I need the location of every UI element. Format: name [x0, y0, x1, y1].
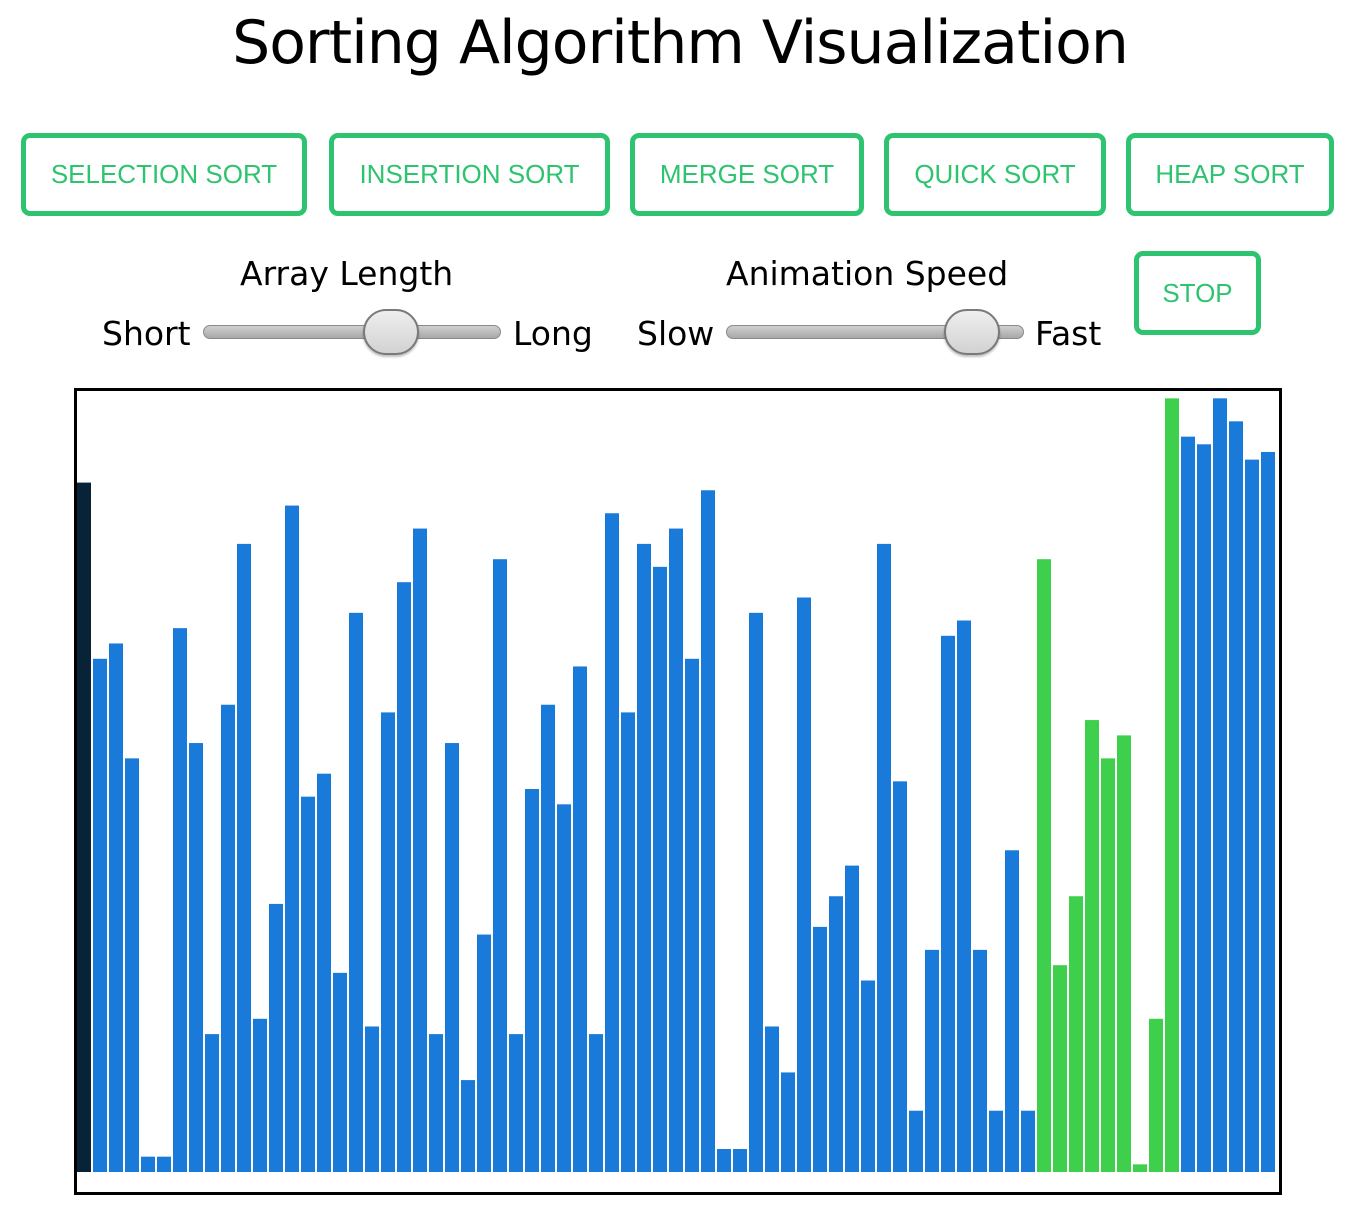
array-bar	[173, 628, 187, 1172]
page-title: Sorting Algorithm Visualization	[232, 8, 1129, 78]
array-bar	[109, 643, 123, 1172]
array-bar	[621, 712, 635, 1172]
array-length-max-label: Long	[513, 314, 593, 353]
animation-speed-slider-thumb[interactable]	[943, 309, 1000, 355]
array-bar	[93, 658, 107, 1172]
array-bar	[1133, 1164, 1147, 1172]
array-length-title: Array Length	[240, 254, 454, 293]
array-bar	[573, 666, 587, 1172]
array-bar	[1261, 451, 1275, 1173]
array-bar	[1213, 398, 1227, 1173]
array-bar	[445, 743, 459, 1172]
array-bar	[1229, 421, 1243, 1172]
array-bar	[141, 1156, 155, 1172]
array-bar	[525, 789, 539, 1172]
array-bar	[717, 1149, 731, 1172]
array-bar	[1005, 850, 1019, 1172]
array-bar	[253, 1018, 267, 1172]
array-bar	[1245, 459, 1259, 1172]
visualization-canvas	[74, 388, 1282, 1195]
array-bar	[1037, 559, 1051, 1172]
array-bar	[1021, 1110, 1035, 1172]
array-bar	[797, 597, 811, 1172]
array-bar	[765, 1026, 779, 1172]
animation-speed-max-label: Fast	[1035, 314, 1102, 353]
heap-sort-button[interactable]: HEAP SORT	[1126, 133, 1334, 216]
array-bar	[605, 513, 619, 1172]
array-bar	[189, 743, 203, 1172]
array-bar	[813, 926, 827, 1172]
insertion-sort-button[interactable]: INSERTION SORT	[329, 133, 610, 216]
bars-chart	[77, 398, 1275, 1173]
array-bar	[1165, 398, 1179, 1173]
array-bar	[669, 528, 683, 1172]
array-length-slider-thumb[interactable]	[362, 309, 419, 355]
quick-sort-button[interactable]: QUICK SORT	[884, 133, 1106, 216]
array-bar	[301, 796, 315, 1172]
array-bar	[909, 1110, 923, 1172]
array-bar	[1069, 896, 1083, 1172]
array-bar	[493, 559, 507, 1172]
array-bar	[269, 903, 283, 1172]
array-bar	[509, 1034, 523, 1172]
array-bar	[637, 543, 651, 1172]
selection-sort-button[interactable]: SELECTION SORT	[21, 133, 307, 216]
array-bar	[829, 896, 843, 1172]
array-bar	[877, 543, 891, 1172]
array-bar	[333, 972, 347, 1172]
array-bar	[1101, 758, 1115, 1172]
array-bar	[781, 1072, 795, 1172]
array-bar	[1117, 735, 1131, 1172]
array-bar	[397, 582, 411, 1172]
array-length-min-label: Short	[102, 314, 191, 353]
array-bar	[861, 980, 875, 1172]
array-bar	[541, 704, 555, 1172]
array-bar	[1053, 965, 1067, 1172]
array-bar	[429, 1034, 443, 1172]
array-bar	[285, 505, 299, 1172]
array-bar	[557, 804, 571, 1172]
array-bar	[589, 1034, 603, 1172]
array-bar	[941, 635, 955, 1172]
array-bar	[205, 1034, 219, 1172]
array-bar	[1181, 436, 1195, 1172]
array-bar	[349, 612, 363, 1172]
array-bar	[989, 1110, 1003, 1172]
array-bar	[685, 658, 699, 1172]
array-bar	[733, 1149, 747, 1172]
array-bar	[1149, 1018, 1163, 1172]
array-bar	[653, 566, 667, 1172]
array-bar	[157, 1156, 171, 1172]
array-bar	[317, 773, 331, 1172]
array-bar	[893, 781, 907, 1172]
array-bar	[221, 704, 235, 1172]
animation-speed-title: Animation Speed	[726, 254, 1009, 293]
array-bar	[381, 712, 395, 1172]
array-bar	[845, 865, 859, 1172]
array-bar	[701, 490, 715, 1172]
array-bar	[749, 612, 763, 1172]
array-bar	[1197, 444, 1211, 1172]
animation-speed-min-label: Slow	[637, 314, 715, 353]
array-bar	[365, 1026, 379, 1172]
array-bar	[1085, 720, 1099, 1172]
array-bar	[957, 620, 971, 1172]
array-bar	[477, 934, 491, 1172]
array-bar	[925, 949, 939, 1172]
merge-sort-button[interactable]: MERGE SORT	[630, 133, 864, 216]
array-bar	[413, 528, 427, 1172]
stop-button[interactable]: STOP	[1134, 251, 1261, 335]
array-bar	[973, 949, 987, 1172]
array-bar	[77, 482, 91, 1173]
array-bar	[237, 543, 251, 1172]
array-bar	[461, 1080, 475, 1172]
array-bar	[125, 758, 139, 1172]
array-length-slider[interactable]	[203, 325, 501, 339]
